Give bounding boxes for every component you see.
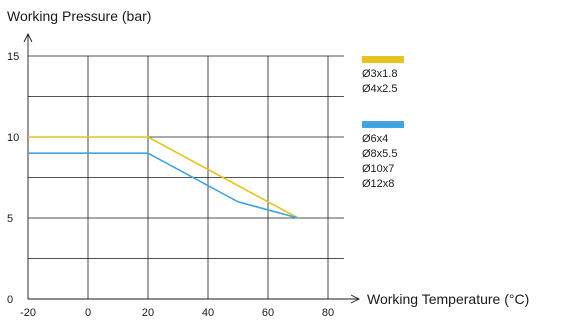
series-line-2 — [28, 152, 299, 219]
legend-label: Ø8x5.5 — [362, 148, 397, 160]
legend-swatch-2 — [362, 121, 404, 128]
x-tick-label: -20 — [20, 307, 36, 319]
y-tick-label: 5 — [7, 213, 13, 225]
legend-label: Ø10x7 — [362, 163, 394, 175]
legend-label: Ø4x2.5 — [362, 83, 397, 95]
grid — [28, 55, 344, 299]
x-tick-label: 0 — [85, 307, 91, 319]
series-line-1 — [28, 136, 299, 219]
legend-label: Ø12x8 — [362, 178, 394, 190]
tick-labels: -20 0 20 40 60 80 0 5 10 15 — [7, 51, 334, 319]
x-tick-label: 80 — [322, 307, 334, 319]
legend: Ø3x1.8 Ø4x2.5 Ø6x4 Ø8x5.5 Ø10x7 Ø12x8 — [362, 56, 404, 190]
y-tick-label: 15 — [7, 51, 19, 63]
y-axis-title: Working Pressure (bar) — [7, 8, 151, 24]
x-axis-arrow — [350, 294, 361, 304]
series-lines — [28, 136, 299, 219]
y-axis-arrow — [23, 32, 33, 43]
x-tick-label: 60 — [262, 307, 274, 319]
legend-label: Ø3x1.8 — [362, 68, 397, 80]
x-tick-label: 20 — [142, 307, 154, 319]
axes — [23, 32, 361, 304]
legend-label: Ø6x4 — [362, 133, 388, 145]
y-tick-label: 0 — [7, 294, 13, 306]
y-tick-label: 10 — [7, 132, 19, 144]
x-tick-label: 40 — [202, 307, 214, 319]
x-axis-title: Working Temperature (°C) — [367, 291, 529, 307]
legend-swatch-1 — [362, 56, 404, 63]
